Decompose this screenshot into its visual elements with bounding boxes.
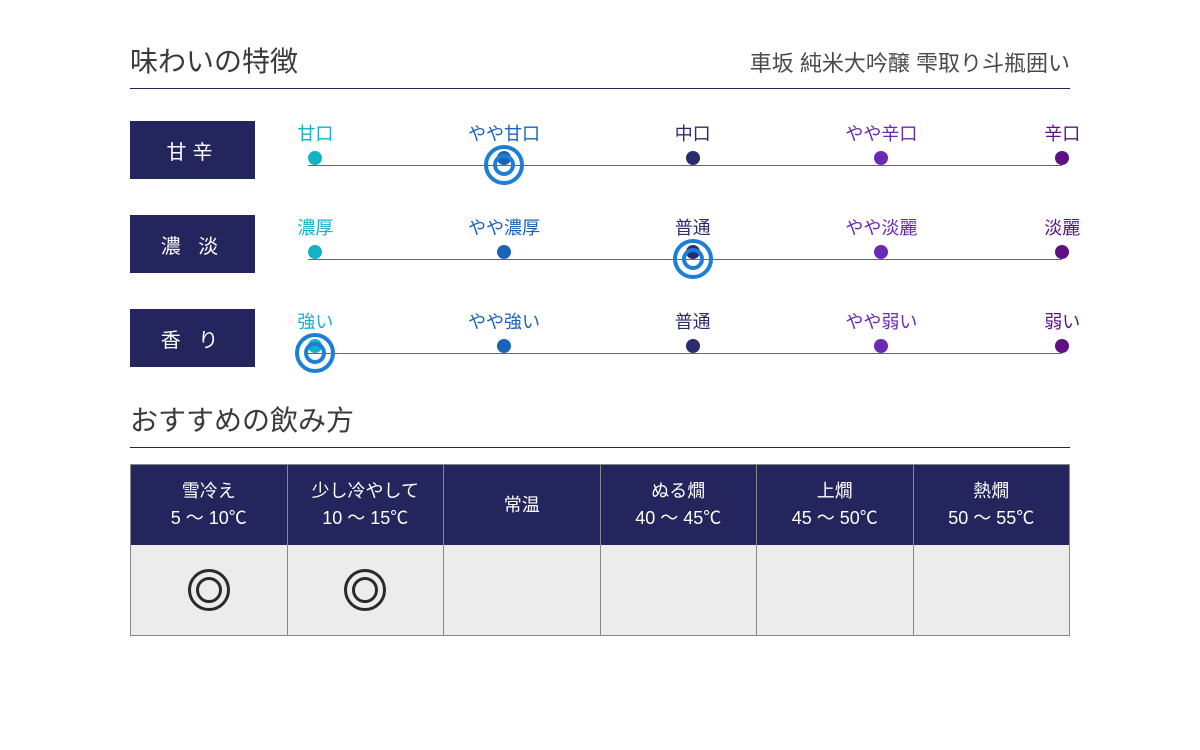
taste-title: 味わいの特徴: [130, 40, 298, 80]
temp-range: 40 ～ 45℃: [635, 505, 721, 532]
serving-header: おすすめの飲み方: [130, 399, 1070, 448]
scale-dot: [686, 339, 700, 353]
temp-cell: [444, 545, 600, 635]
scale-dot: [497, 245, 511, 259]
scale-point-label: 普通: [675, 308, 711, 334]
temp-header: 上燗45 ～ 50℃: [757, 465, 913, 545]
temp-range: 45 ～ 50℃: [792, 505, 878, 532]
scale-dot: [1055, 151, 1069, 165]
serving-title: おすすめの飲み方: [130, 399, 354, 439]
scale-dot: [308, 245, 322, 259]
scale-point-label: やや甘口: [468, 120, 540, 146]
scale-row: 香 り強いやや強い普通やや弱い弱い: [130, 305, 1070, 371]
temp-cell: [288, 545, 444, 635]
scale-point-label: 淡麗: [1044, 214, 1080, 240]
scale-track: 濃厚やや濃厚普通やや淡麗淡麗: [300, 214, 1070, 274]
scale-track: 強いやや強い普通やや弱い弱い: [300, 308, 1070, 368]
taste-scales: 甘辛甘口やや甘口中口やや辛口辛口濃 淡濃厚やや濃厚普通やや淡麗淡麗香 り強いやや…: [130, 117, 1070, 371]
scale-dot: [874, 245, 888, 259]
scale-label: 濃 淡: [130, 215, 255, 273]
scale-point: やや淡麗: [845, 214, 917, 260]
scale-dot: [308, 151, 322, 165]
scale-point: やや強い: [468, 308, 540, 354]
temp-cell: [601, 545, 757, 635]
scale-point-label: 濃厚: [297, 214, 333, 240]
temp-cell: [914, 545, 1070, 635]
temp-header: ぬる燗40 ～ 45℃: [601, 465, 757, 545]
scale-point-label: 弱い: [1044, 308, 1080, 334]
temp-column: 熱燗50 ～ 55℃: [914, 465, 1070, 635]
temp-column: ぬる燗40 ～ 45℃: [601, 465, 758, 635]
scale-dot: [1055, 245, 1069, 259]
scale-dot: [497, 339, 511, 353]
scale-dot: [686, 151, 700, 165]
temp-name: 雪冷え: [182, 478, 236, 505]
scale-row: 濃 淡濃厚やや濃厚普通やや淡麗淡麗: [130, 211, 1070, 277]
scale-point-label: やや弱い: [845, 308, 917, 334]
scale-point-label: やや濃厚: [468, 214, 540, 240]
scale-point: 弱い: [1044, 308, 1080, 354]
temp-header: 少し冷やして10 ～ 15℃: [288, 465, 444, 545]
temp-cell: [131, 545, 287, 635]
scale-point: やや辛口: [845, 120, 917, 166]
scale-row: 甘辛甘口やや甘口中口やや辛口辛口: [130, 117, 1070, 183]
temp-column: 上燗45 ～ 50℃: [757, 465, 914, 635]
temp-column: 常温: [444, 465, 601, 635]
double-circle-icon: [344, 569, 386, 611]
scale-point-label: 辛口: [1044, 120, 1080, 146]
double-circle-icon: [188, 569, 230, 611]
scale-track: 甘口やや甘口中口やや辛口辛口: [300, 120, 1070, 180]
product-name: 車坂 純米大吟醸 雫取り斗瓶囲い: [750, 46, 1070, 78]
scale-point: やや濃厚: [468, 214, 540, 260]
scale-point: 辛口: [1044, 120, 1080, 166]
scale-point-label: やや強い: [468, 308, 540, 334]
selected-ring-icon: [484, 145, 524, 185]
temp-name: 熱燗: [973, 478, 1009, 505]
temp-header: 雪冷え5 ～ 10℃: [131, 465, 287, 545]
scale-point-label: 甘口: [297, 120, 333, 146]
temp-column: 少し冷やして10 ～ 15℃: [288, 465, 445, 635]
temp-name: 上燗: [817, 478, 853, 505]
scale-point-label: 強い: [297, 308, 333, 334]
temp-cell: [757, 545, 913, 635]
selected-ring-icon: [673, 239, 713, 279]
scale-point-label: 中口: [675, 120, 711, 146]
scale-dot: [874, 339, 888, 353]
scale-point: 淡麗: [1044, 214, 1080, 260]
scale-point-label: やや淡麗: [845, 214, 917, 240]
temp-name: 少し冷やして: [312, 478, 419, 505]
scale-point: 中口: [675, 120, 711, 166]
temp-header: 常温: [444, 465, 600, 545]
scale-dot: [1055, 339, 1069, 353]
scale-label: 香 り: [130, 309, 255, 367]
temp-name: 常温: [504, 492, 540, 519]
scale-dot: [874, 151, 888, 165]
selected-ring-icon: [295, 333, 335, 373]
temp-range: 5 ～ 10℃: [171, 505, 247, 532]
scale-point: 普通: [675, 308, 711, 354]
scale-point: 濃厚: [297, 214, 333, 260]
serving-section: おすすめの飲み方 雪冷え5 ～ 10℃少し冷やして10 ～ 15℃常温ぬる燗40…: [130, 399, 1070, 636]
temp-table: 雪冷え5 ～ 10℃少し冷やして10 ～ 15℃常温ぬる燗40 ～ 45℃上燗4…: [130, 464, 1070, 636]
temp-range: 10 ～ 15℃: [322, 505, 408, 532]
scale-point: 甘口: [297, 120, 333, 166]
temp-range: 50 ～ 55℃: [948, 505, 1034, 532]
temp-column: 雪冷え5 ～ 10℃: [131, 465, 288, 635]
temp-name: ぬる燗: [651, 478, 705, 505]
taste-header: 味わいの特徴 車坂 純米大吟醸 雫取り斗瓶囲い: [130, 40, 1070, 89]
scale-point-label: 普通: [675, 214, 711, 240]
scale-label: 甘辛: [130, 121, 255, 179]
scale-point-label: やや辛口: [845, 120, 917, 146]
scale-point: やや弱い: [845, 308, 917, 354]
temp-header: 熱燗50 ～ 55℃: [914, 465, 1070, 545]
